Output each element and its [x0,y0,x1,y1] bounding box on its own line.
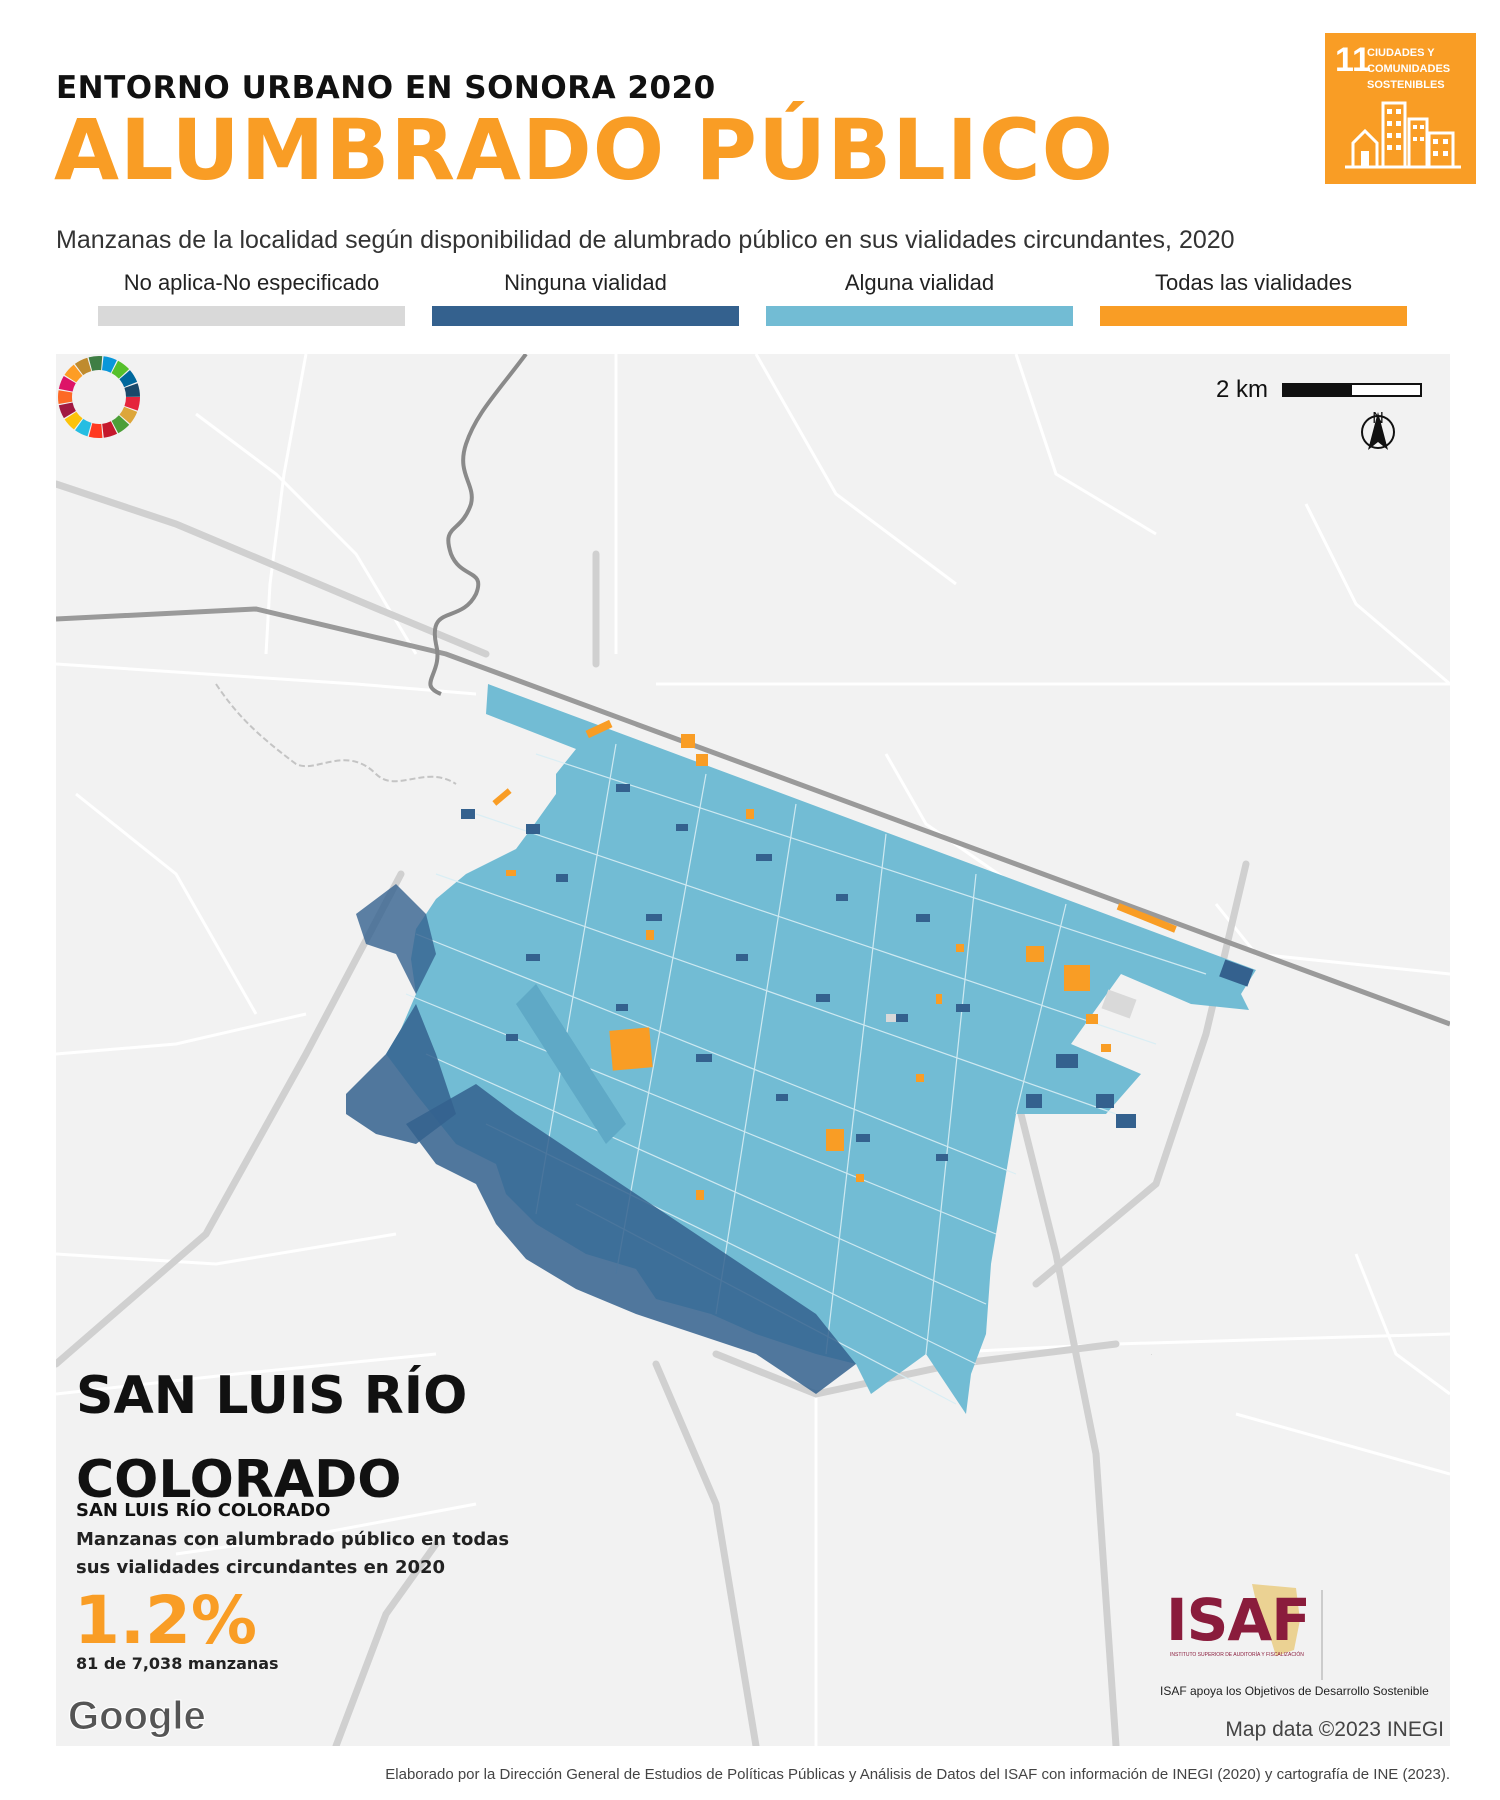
footer-credits: Elaborado por la Dirección General de Es… [385,1766,1450,1783]
blocks-ninguna-vialidad-oeste [346,1004,456,1144]
legend-item-ninguna: Ninguna vialidad [432,270,739,326]
sdg-11-badge: 11 CIUDADES Y COMUNIDADES SOSTENIBLES [1325,33,1476,184]
logo-divider [1321,1590,1323,1680]
scale-bar: 2 km [1216,376,1422,404]
stat-value: 1.2% [74,1582,258,1659]
sdg-wheel-icon [58,356,140,438]
stat-description: Manzanas con alumbrado público en todas … [76,1529,510,1578]
locality-name: SAN LUIS RÍO COLORADO [76,1366,468,1510]
scale-bar-graphic [1282,383,1422,397]
diagonal-boulevard [516,984,626,1144]
railway [56,606,1450,1027]
stat-count: 81 de 7,038 manzanas [76,1654,279,1673]
city-buildings-icon [1345,101,1461,169]
page-title: ALUMBRADO PÚBLICO [54,101,1115,199]
border-line [215,683,457,785]
blocks-todas-vialidades [492,719,1177,1200]
north-arrow: N [1356,410,1400,450]
sdg-text: CIUDADES Y COMUNIDADES SOSTENIBLES [1367,47,1451,91]
legend-label: Ninguna vialidad [504,270,667,295]
north-arrow-icon [1361,412,1395,450]
legend-item-todas: Todas las vialidades [1100,270,1407,326]
isaf-logo-subtitle: INSTITUTO SUPERIOR DE AUDITORÍA Y FISCAL… [1170,1652,1304,1658]
legend-item-alguna: Alguna vialidad [766,270,1073,326]
scattered-ninguna-blocks [461,784,1254,1161]
highways [56,480,1250,1746]
colorado-river [428,354,528,696]
blocks-no-aplica [886,989,1152,1355]
map-layer [56,354,1450,1746]
legend-swatch [432,306,739,326]
blocks-ninguna-vialidad-sur [406,1084,856,1394]
sdg-number: 11 [1335,41,1371,79]
map-attribution: Map data ©2023 INEGI [1225,1718,1444,1741]
sonora-map-icon [1252,1584,1300,1656]
municipality-name: SAN LUIS RÍO COLORADO [76,1500,331,1521]
isaf-logo: ISAF [1166,1586,1311,1654]
urban-blocks [346,684,1256,1414]
map-subtitle: Manzanas de la localidad según disponibi… [56,226,1235,254]
isaf-caption: ISAF apoya los Objetivos de Desarrollo S… [1160,1684,1429,1698]
map-canvas[interactable]: 2 km N SAN LUIS RÍO COLORADO SAN LUIS RÍ… [56,354,1450,1746]
google-logo: Google [68,1694,207,1739]
legend-label: No aplica-No especificado [123,270,380,295]
scale-label: 2 km [1215,376,1268,403]
kicker: ENTORNO URBANO EN SONORA 2020 [56,70,716,106]
legend-swatch [1100,306,1407,326]
legend-swatch [766,306,1073,326]
legend-label: Todas las vialidades [1155,270,1352,295]
legend-item-no-aplica: No aplica-No especificado [98,270,405,326]
legend-swatch [98,306,405,326]
blocks-ninguna-vialidad-noroeste [356,884,436,994]
legend-label: Alguna vialidad [844,270,995,295]
